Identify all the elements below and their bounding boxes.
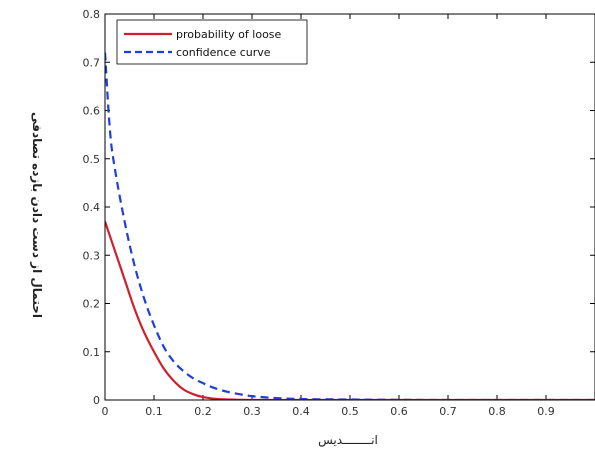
x-tick-label: 0.5 [341,405,359,418]
y-tick-label: 0.1 [83,346,101,359]
x-axis-label: انــــــــديس [318,433,378,448]
legend-label-probability: probability of loose [176,28,282,41]
y-tick-label: 0.3 [83,249,101,262]
plot-area [105,14,595,400]
x-tick-label: 0.8 [488,405,506,418]
y-tick-label: 0.4 [83,201,101,214]
x-tick-label: 0.6 [390,405,408,418]
x-tick-label: 0.4 [292,405,310,418]
x-tick-label: 0.1 [145,405,163,418]
y-tick-label: 0.5 [83,153,101,166]
x-tick-label: 0.7 [439,405,457,418]
y-tick-label: 0 [93,394,100,407]
y-tick-label: 0.8 [83,8,101,21]
x-tick-label: 0.2 [194,405,212,418]
x-tick-label: 0 [102,405,109,418]
y-axis-label: احتمال از دست دادن بازده تصادفی [30,112,44,318]
legend-label-confidence: confidence curve [176,46,271,59]
y-tick-label: 0.7 [83,56,101,69]
legend: probability of loose confidence curve [116,19,308,65]
legend-box [116,19,308,65]
x-tick-label: 0.9 [537,405,555,418]
series-line-probability [105,221,595,400]
x-tick-label: 0.3 [243,405,261,418]
y-tick-label: 0.6 [83,105,101,118]
ticks-layer: 0 0.1 0.2 0.3 0.4 0.5 0.6 0.7 0.8 0.9 0 0.1 0.2 0.3 0.… [83,8,595,418]
series-layer [105,52,595,400]
plot-frame [104,13,595,401]
y-tick-label: 0.2 [83,298,101,311]
